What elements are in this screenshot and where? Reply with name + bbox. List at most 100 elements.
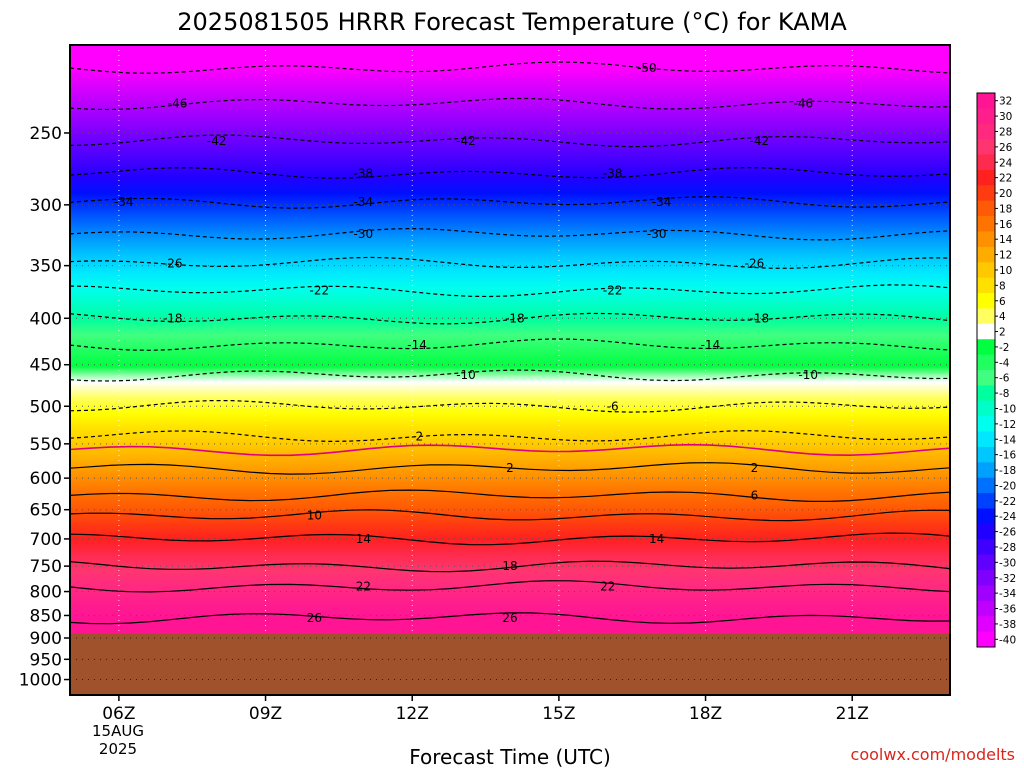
colorbar-swatch	[977, 539, 995, 556]
x-tick-label: 18Z	[689, 704, 722, 724]
colorbar-swatch	[977, 323, 995, 340]
colorbar-tick-label: -4	[999, 357, 1010, 369]
contour-label: -10	[456, 368, 476, 382]
x-axis: 06Z 09Z 12Z 15Z 18Z 21Z	[102, 695, 869, 724]
colorbar-swatch	[977, 370, 995, 386]
contour-label: 6	[751, 488, 759, 502]
contour-label: -30	[647, 227, 667, 241]
contour-label: -14	[701, 338, 721, 352]
colorbar-swatch	[977, 400, 995, 417]
credit-text: coolwx.com/modelts	[851, 745, 1015, 764]
contour-label: 22	[600, 580, 615, 594]
contour-line	[70, 580, 950, 593]
contour-label: -22	[603, 284, 623, 298]
colorbar-swatch	[977, 200, 995, 217]
colorbar-tick-label: -28	[999, 542, 1016, 554]
plot-area: -50 -46 -46 -42 -42 -42 -38 -38 -34 -34 -34 -30 -30 -…	[70, 45, 950, 695]
contour-line	[70, 97, 950, 111]
y-tick-label: 950	[30, 650, 62, 670]
y-axis: 250 300 350 400 450 500 550 600 650 700 750 800 850 9…	[19, 124, 70, 691]
colorbar-tick-label: -24	[999, 511, 1016, 523]
colorbar-tick-label: -18	[999, 465, 1016, 477]
contour-line	[70, 489, 950, 502]
colorbar-tick-label: -6	[999, 373, 1010, 385]
x-tick-label: 21Z	[836, 704, 869, 724]
colorbar-tick-label: 16	[999, 219, 1013, 231]
colorbar-tick-label: -26	[999, 527, 1016, 539]
x-tick-label: 12Z	[396, 704, 429, 724]
contour-label: 18	[502, 559, 517, 573]
contour-label: 26	[307, 611, 322, 625]
contour-line	[70, 134, 950, 148]
colorbar-swatch	[977, 139, 995, 156]
contour-label: -6	[607, 399, 619, 413]
colorbar-swatch	[977, 570, 995, 586]
colorbar-swatch	[977, 631, 995, 648]
x-tick-label: 15Z	[542, 704, 575, 724]
colorbar-swatch	[977, 123, 995, 140]
colorbar-tick-label: 30	[999, 111, 1012, 123]
contour-label: -18	[163, 311, 183, 325]
colorbar-tick-label: -16	[999, 450, 1016, 462]
contour-line	[70, 61, 950, 74]
colorbar-tick-label: 12	[999, 250, 1012, 262]
grid-layer	[70, 45, 950, 695]
x-date-year: 2025	[99, 740, 137, 758]
plot-frame	[69, 44, 951, 696]
y-tick-label: 600	[30, 469, 62, 489]
colorbar-tick-label: 24	[999, 157, 1013, 169]
colorbar-tick-label: 28	[999, 126, 1012, 138]
contour-label: 2	[506, 461, 514, 475]
colorbar-swatch	[977, 446, 995, 463]
colorbar-tick-label: -40	[999, 634, 1016, 646]
colorbar-swatch	[977, 416, 995, 433]
contour-label: -34	[652, 195, 672, 209]
colorbar-swatch	[977, 477, 995, 494]
colorbar-swatch	[977, 246, 995, 263]
y-tick-label: 250	[30, 124, 62, 144]
y-tick-label: 350	[30, 257, 62, 277]
contour-label: -50	[637, 61, 657, 75]
colorbar-swatch	[977, 277, 995, 294]
freezing-level-line	[70, 443, 950, 457]
colorbar-tick-label: -38	[999, 619, 1016, 631]
colorbar-tick-label: 22	[999, 173, 1012, 185]
contour-line	[70, 400, 950, 413]
colorbar-tick-label: -30	[999, 557, 1016, 569]
colorbar-swatch	[977, 169, 995, 186]
colorbar-tick-label: -32	[999, 573, 1016, 585]
colorbar-tick-label: 10	[999, 265, 1012, 277]
colorbar-tick-label: 8	[999, 280, 1006, 292]
colorbar-swatch	[977, 108, 995, 125]
contour-line	[70, 338, 950, 351]
colorbar-swatch	[977, 339, 995, 356]
contour-label: 14	[356, 532, 371, 546]
y-tick-label: 1000	[19, 671, 62, 691]
y-tick-label: 300	[30, 196, 62, 216]
colorbar-swatch	[977, 523, 995, 540]
y-tick-label: 900	[30, 629, 62, 649]
colorbar-tick-label: -12	[999, 419, 1016, 431]
contour-line	[70, 462, 950, 475]
contour-label: -38	[603, 166, 623, 180]
contour-line	[70, 509, 950, 522]
contour-label: -22	[310, 284, 330, 298]
contour-label: -34	[114, 195, 134, 209]
colorbar-swatch	[977, 431, 995, 448]
x-axis-label: Forecast Time (UTC)	[409, 745, 611, 768]
y-tick-label: 700	[30, 530, 62, 550]
contour-label: -10	[798, 368, 818, 382]
contour-label: 26	[502, 611, 517, 625]
below-ground-area	[70, 633, 950, 695]
contour-label: 14	[649, 532, 664, 546]
contour-label: -18	[750, 311, 770, 325]
contour-label: 10	[307, 509, 322, 523]
y-tick-label: 400	[30, 309, 62, 329]
contour-label: -42	[750, 134, 770, 148]
y-tick-label: 850	[30, 606, 62, 626]
colorbar-tick-label: 14	[999, 234, 1013, 246]
contour-layer: -50 -46 -46 -42 -42 -42 -38 -38 -34 -34 -34 -30 -30 -…	[70, 61, 950, 625]
colorbar-tick-label: -14	[999, 434, 1016, 446]
colorbar-tick-label: -10	[999, 403, 1016, 415]
